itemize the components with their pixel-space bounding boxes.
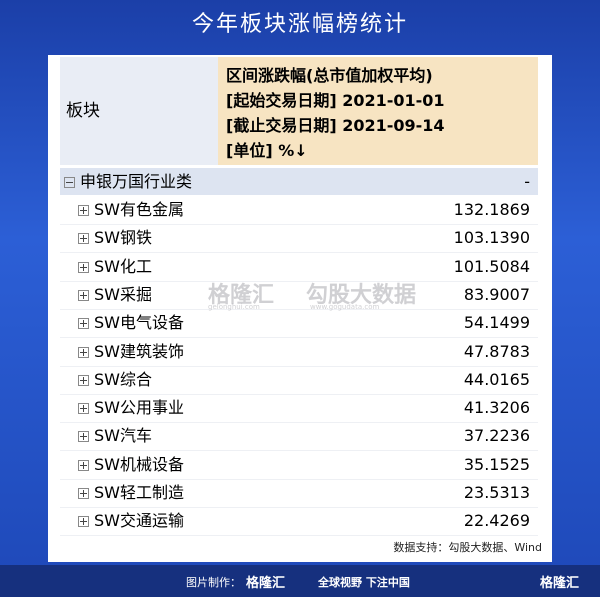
header-line: [截止交易日期] 2021-09-14 (226, 116, 445, 135)
sector-name: SW轻工制造 (94, 483, 184, 502)
logo: 格隆汇 (540, 576, 580, 591)
table-row: SW有色金属 132.1869 (60, 196, 538, 225)
expand-icon[interactable] (78, 289, 89, 301)
table-row: SW公用事业 41.3206 (60, 394, 538, 424)
expand-icon[interactable] (78, 403, 89, 415)
brand: 格隆汇 (246, 576, 286, 591)
sector-name: SW机械设备 (94, 454, 184, 474)
sector-value: 83.9007 (463, 284, 530, 304)
sector-value: 101.5084 (453, 256, 530, 276)
expand-icon[interactable] (78, 346, 89, 358)
sector-name: SW钢铁 (94, 228, 152, 248)
title: 今年板块涨幅榜统计 (191, 12, 408, 37)
expand-icon[interactable] (78, 488, 89, 499)
table-row: SW电气设备 54.1499 (60, 309, 538, 339)
table-row: SW机械设备 35.1525 (60, 451, 538, 480)
sector-value: 22.4269 (463, 511, 530, 531)
sector-name: SW采掘 (94, 284, 152, 304)
expand-icon[interactable] (78, 233, 89, 245)
sector-name: SW交通运输 (94, 511, 184, 531)
sector-value: 41.3206 (463, 398, 530, 418)
watermark-url: gelonghui.com (208, 303, 260, 311)
sector-value: 44.0165 (463, 369, 530, 389)
sector-name: SW有色金属 (94, 200, 184, 219)
expand-icon[interactable] (78, 205, 89, 216)
group-row[interactable]: 申银万国行业类 - (60, 168, 538, 195)
sector-value: 103.1390 (453, 228, 530, 248)
table-row: SW轻工制造 23.5313 (60, 479, 538, 508)
sector-value: 23.5313 (463, 483, 530, 502)
sector-name: SW公用事业 (94, 398, 184, 418)
sector-value: 47.8783 (463, 341, 530, 361)
expand-icon[interactable] (78, 374, 89, 386)
expand-icon[interactable] (78, 261, 89, 273)
header-line: [起始交易日期] 2021-01-01 (226, 91, 445, 110)
made-by: 图片制作： (186, 576, 241, 589)
table-row: SW交通运输 22.4269 (60, 507, 538, 537)
group-label: 申银万国行业类 (80, 172, 193, 191)
expand-icon[interactable] (78, 516, 89, 528)
expand-icon[interactable] (78, 459, 89, 471)
sector-name: SW电气设备 (94, 313, 184, 333)
header-line: 区间涨跌幅(总市值加权平均) (226, 66, 433, 85)
sector-value: 35.1525 (463, 454, 530, 474)
header-line: [单位] %↓ (226, 141, 308, 160)
sector-value: 54.1499 (463, 313, 530, 333)
table-row: SW综合 44.0165 (60, 366, 538, 395)
column-header: 区间涨跌幅(总市值加权平均) [起始交易日期] 2021-01-01 [截止交易… (218, 57, 538, 165)
collapse-icon[interactable] (64, 177, 75, 188)
sector-name: SW综合 (94, 369, 152, 389)
table-row: SW化工 101.5084 (60, 253, 538, 282)
column-header: 板块 (60, 57, 218, 165)
watermark-url: www.gogudata.com (310, 303, 380, 311)
expand-icon[interactable] (78, 318, 89, 330)
table-row: SW钢铁 103.1390 (60, 224, 538, 254)
table-row: SW采掘 83.9007 (60, 281, 538, 310)
source-note: 数据支持：勾股大数据、Wind (393, 541, 542, 554)
table-row: SW建筑装饰 47.8783 (60, 338, 538, 367)
watermark-brand: 格隆汇 (208, 283, 275, 308)
table-row: SW汽车 37.2236 (60, 422, 538, 452)
table-panel: 板块 区间涨跌幅(总市值加权平均) [起始交易日期] 2021-01-01 [截… (48, 55, 552, 562)
sector-value: 132.1869 (453, 200, 530, 219)
slogan: 全球视野 下注中国 (318, 576, 410, 589)
sector-name: SW汽车 (94, 426, 152, 446)
sector-value: 37.2236 (463, 426, 530, 446)
footer: 图片制作： 格隆汇 全球视野 下注中国 格隆汇 (0, 565, 600, 597)
sector-name: SW化工 (94, 256, 152, 276)
group-value: - (524, 172, 530, 191)
watermark-partner: 勾股大数据 (306, 283, 417, 308)
sector-name: SW建筑装饰 (94, 341, 184, 361)
expand-icon[interactable] (78, 431, 89, 443)
